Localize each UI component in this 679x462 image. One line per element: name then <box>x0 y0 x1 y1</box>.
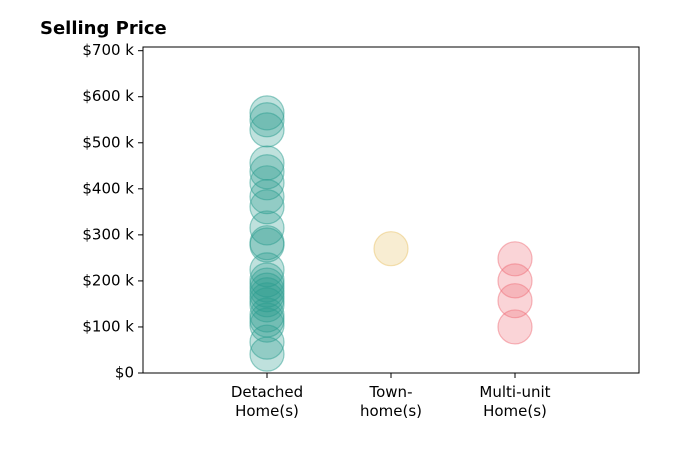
point <box>497 241 533 277</box>
point <box>249 324 285 360</box>
point <box>497 283 533 319</box>
plot-frame <box>142 46 640 374</box>
y-tick-label: $200 k <box>82 271 134 289</box>
point <box>249 297 285 333</box>
y-tick-label: $100 k <box>82 317 134 335</box>
y-tick-label: $500 k <box>82 133 134 151</box>
y-tick-label: $0 <box>115 364 134 382</box>
y-tick-label: $600 k <box>82 87 134 105</box>
point <box>249 165 285 201</box>
point <box>249 267 285 303</box>
x-tick-label: Multi-unit Home(s) <box>479 383 551 420</box>
point <box>249 154 285 190</box>
point <box>249 112 285 148</box>
y-tick-label: $700 k <box>82 41 134 59</box>
y-tick-label: $300 k <box>82 225 134 243</box>
point <box>249 282 285 318</box>
point <box>249 102 285 138</box>
x-tick-label: Town- home(s) <box>359 383 423 420</box>
point <box>249 189 285 225</box>
point <box>373 231 409 267</box>
point <box>249 277 285 313</box>
chart-title: Selling Price <box>40 18 167 39</box>
point <box>249 179 285 215</box>
point <box>497 263 533 299</box>
point <box>249 227 285 263</box>
point <box>249 287 285 323</box>
point <box>497 309 533 345</box>
x-tick-label: Detached Home(s) <box>230 383 304 420</box>
point <box>249 252 285 288</box>
point <box>249 272 285 308</box>
y-tick-label: $400 k <box>82 179 134 197</box>
point <box>249 336 285 372</box>
point <box>249 262 285 298</box>
